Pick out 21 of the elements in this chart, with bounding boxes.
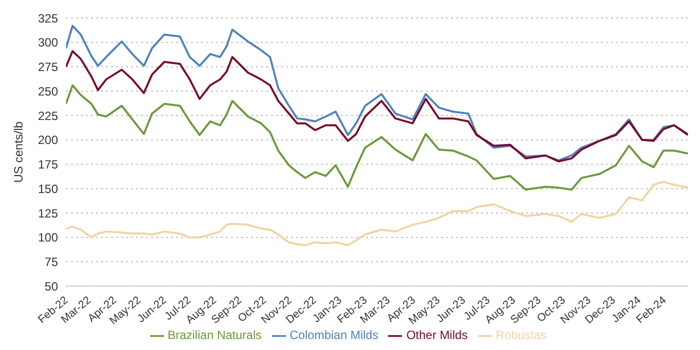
y-tick-label: 150: [38, 182, 58, 196]
line-series: [66, 50, 688, 162]
line-series: [66, 24, 688, 162]
y-tick-label: 300: [38, 36, 58, 50]
y-tick-label: 200: [38, 133, 58, 148]
y-tick-label: 175: [38, 158, 58, 172]
y-tick-label: 225: [38, 108, 58, 123]
y-tick-label: 100: [38, 230, 58, 245]
legend-label: Brazilian Naturals: [168, 328, 262, 342]
y-tick-label: 275: [38, 60, 58, 74]
line-series: [66, 180, 688, 246]
y-tick-label: 250: [38, 84, 58, 98]
legend-label: Colombian Milds: [290, 328, 378, 342]
y-axis-title: US cents/lb: [11, 121, 26, 183]
legend-label: Other Milds: [406, 328, 468, 342]
y-tick-label: 125: [38, 206, 58, 220]
line-series: [66, 84, 688, 191]
y-tick-label: 325: [38, 11, 58, 26]
y-tick-label: 75: [44, 255, 58, 270]
legend-label: Robustas: [496, 328, 546, 342]
y-tick-label: 50: [44, 279, 58, 294]
